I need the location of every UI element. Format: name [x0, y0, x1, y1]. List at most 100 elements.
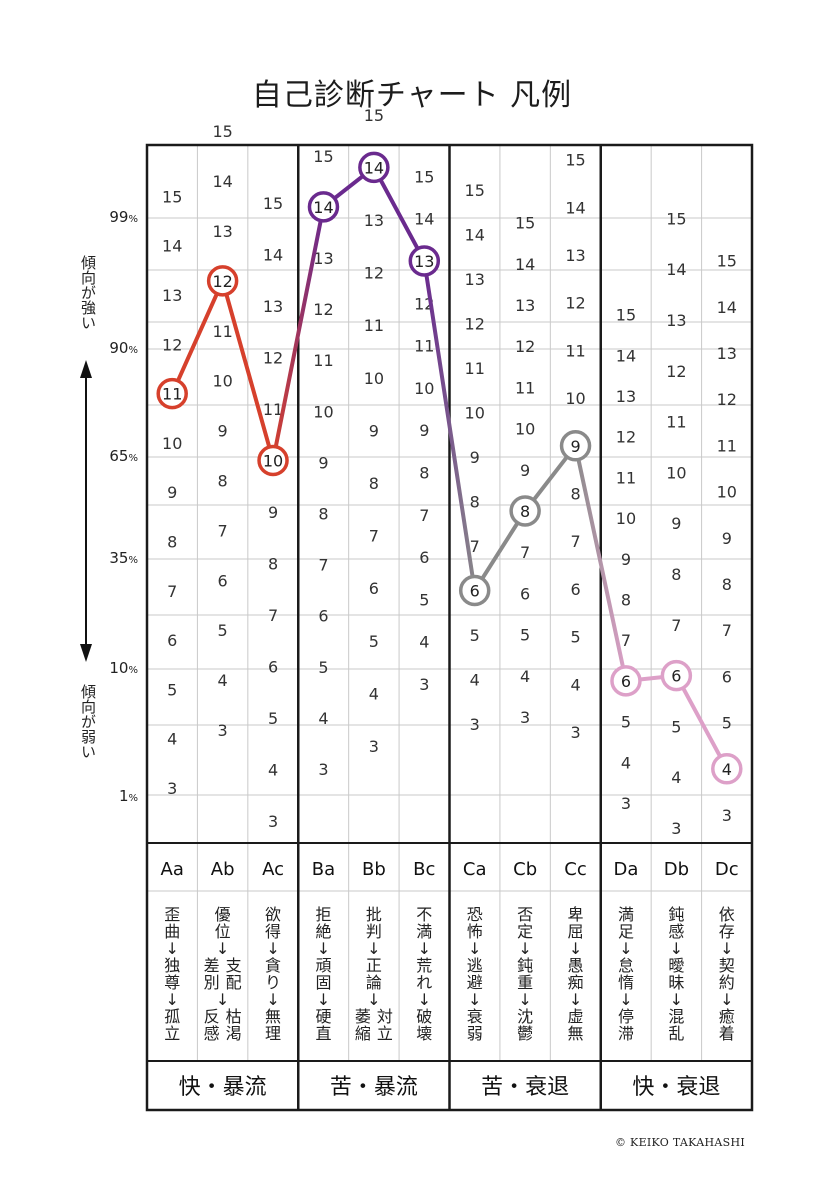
- column-code: Aa: [161, 859, 184, 880]
- scale-number: 7: [470, 537, 480, 556]
- arrow-glyph: ↓: [518, 990, 531, 1009]
- scale-number: 10: [717, 483, 737, 502]
- word-char: 不: [416, 905, 432, 924]
- word-char: 否: [517, 905, 533, 924]
- score-value: 6: [470, 582, 480, 601]
- scale-number: 11: [364, 316, 384, 335]
- scale-number: 11: [414, 337, 434, 356]
- word-char: 着: [719, 1024, 735, 1043]
- scale-number: 4: [167, 730, 177, 749]
- scale-number: 9: [369, 421, 379, 440]
- scale-number: 14: [162, 237, 182, 256]
- scale-number: 7: [369, 527, 379, 546]
- copyright: © KEIKO TAKAHASHI: [614, 1136, 745, 1149]
- scale-number: 14: [212, 172, 232, 191]
- scale-number: 5: [419, 590, 429, 609]
- scale-number: 7: [570, 532, 580, 551]
- scale-number: 3: [218, 721, 228, 740]
- scale-number: 13: [162, 286, 182, 305]
- score-line-segment: [271, 204, 326, 463]
- scale-number: 9: [621, 550, 631, 569]
- arrow-glyph: ↓: [720, 939, 733, 958]
- strong-tendency-label: 傾向が強い: [79, 255, 97, 330]
- score-value: 6: [671, 667, 681, 686]
- scale-number: 7: [419, 506, 429, 525]
- scale-number: 13: [717, 344, 737, 363]
- word-char: 批: [366, 905, 382, 924]
- score-marker: [610, 665, 642, 697]
- column-code: Dc: [715, 859, 739, 880]
- scale-number: 5: [470, 626, 480, 645]
- scale-number: 15: [616, 306, 636, 325]
- weak-tendency-label: 傾向が弱い: [79, 684, 97, 759]
- column-code: Ca: [463, 859, 487, 880]
- word-char: 曲: [164, 922, 180, 941]
- scale-number: 8: [218, 472, 228, 491]
- word-char: 鈍: [517, 956, 533, 975]
- column-words: 歪曲↓独尊↓孤立優位↓支差配別↓枯反渇感欲得↓貪り↓無理拒絶↓頑固↓硬直批判↓正…: [164, 905, 735, 1043]
- scale-number: 10: [313, 402, 333, 421]
- scale-number: 10: [666, 463, 686, 482]
- word-char: 理: [265, 1024, 281, 1043]
- score-line-segment: [573, 443, 628, 683]
- word-char: 無: [265, 1007, 281, 1026]
- word-char: 支: [226, 956, 242, 975]
- scale-number: 9: [218, 422, 228, 441]
- scale-number: 5: [520, 626, 530, 645]
- scale-number: 15: [414, 167, 434, 186]
- score-value: 4: [722, 760, 732, 779]
- score-marker: [711, 753, 743, 785]
- word-char: 鬱: [517, 1024, 533, 1043]
- scale-number: 11: [212, 322, 232, 341]
- column-code: Da: [614, 859, 639, 880]
- word-char: 正: [366, 956, 382, 975]
- scale-number: 10: [565, 389, 585, 408]
- scale-number: 3: [318, 760, 328, 779]
- column-code: Ac: [262, 859, 284, 880]
- scale-number: 7: [671, 616, 681, 635]
- scale-number: 12: [313, 300, 333, 319]
- word-char: 独: [164, 956, 180, 975]
- scale-number: 15: [565, 151, 585, 170]
- scale-number: 5: [722, 714, 732, 733]
- scale-number: 15: [666, 209, 686, 228]
- scale-number: 5: [369, 632, 379, 651]
- score-value: 13: [414, 252, 434, 271]
- arrow-glyph: ↓: [418, 939, 431, 958]
- scale-number: 7: [621, 631, 631, 650]
- scale-number: 10: [162, 434, 182, 453]
- word-char: 衰: [467, 1007, 483, 1026]
- score-line-segment: [371, 165, 427, 263]
- scale-number: 14: [565, 198, 585, 217]
- scale-number: 9: [419, 421, 429, 440]
- column-code: Cb: [513, 859, 537, 880]
- scale-number: 14: [515, 255, 535, 274]
- word-char: 約: [719, 973, 735, 992]
- scale-number: 15: [162, 187, 182, 206]
- scale-number: 5: [570, 628, 580, 647]
- word-char: 足: [618, 922, 634, 941]
- scale-number: 9: [520, 461, 530, 480]
- percentile-label: 99%: [109, 208, 138, 226]
- scale-number: 3: [722, 806, 732, 825]
- word-char: 鈍: [668, 905, 684, 924]
- scale-number: 13: [263, 297, 283, 316]
- scale-number: 10: [414, 379, 434, 398]
- scale-number: 11: [263, 400, 283, 419]
- word-char: 重: [517, 973, 533, 992]
- score-value: 10: [263, 452, 283, 471]
- arrow-glyph: ↓: [518, 939, 531, 958]
- scale-number: 12: [717, 390, 737, 409]
- arrow-glyph: ↓: [317, 939, 330, 958]
- scale-number: 13: [515, 296, 535, 315]
- scale-number: 3: [520, 708, 530, 727]
- scale-number: 14: [616, 346, 636, 365]
- arrow-glyph: ↓: [720, 990, 733, 1009]
- arrow-glyph: ↓: [367, 990, 380, 1009]
- percentile-label: 10%: [109, 659, 138, 677]
- scale-number: 7: [722, 621, 732, 640]
- word-char: 固: [315, 973, 331, 992]
- word-char: 配: [226, 973, 242, 992]
- score-value: 6: [621, 672, 631, 691]
- column-code: Cc: [564, 859, 586, 880]
